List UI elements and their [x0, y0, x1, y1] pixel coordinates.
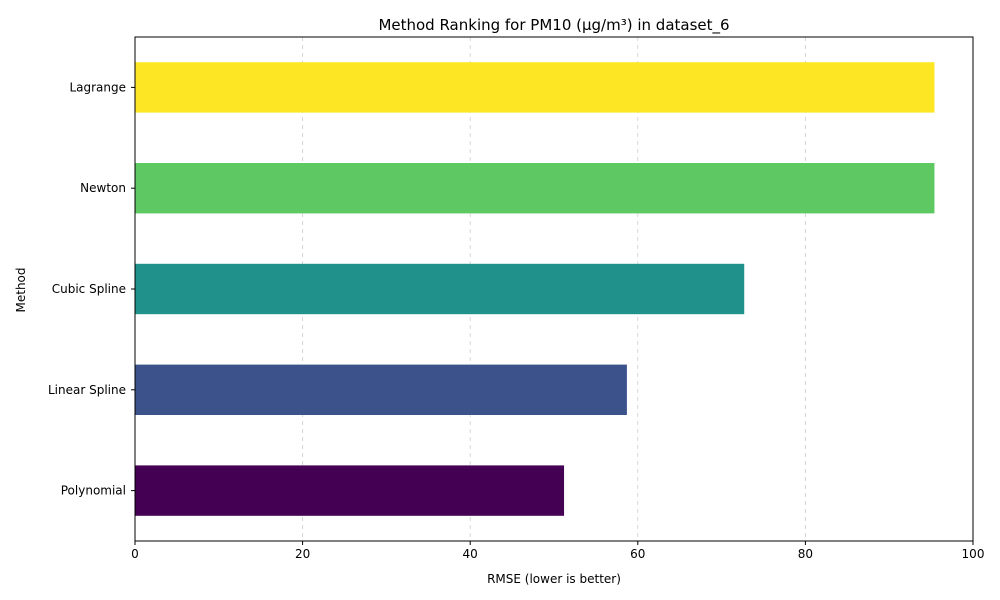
y-tick-label: Newton — [80, 181, 126, 195]
x-tick-label: 40 — [463, 547, 478, 561]
bar-cubic-spline — [135, 263, 745, 315]
x-tick-label: 60 — [630, 547, 645, 561]
x-tick-label: 20 — [295, 547, 310, 561]
x-tick-label: 80 — [798, 547, 813, 561]
bar-lagrange — [135, 62, 935, 113]
x-tick-label: 0 — [131, 547, 139, 561]
chart-title: Method Ranking for PM10 (µg/m³) in datas… — [378, 16, 729, 35]
axes: 0 20 40 60 80 100 Polynomial Linear Spline Cubic… — [48, 36, 985, 561]
y-tick-label: Lagrange — [69, 80, 126, 94]
bar-linear-spline — [135, 364, 627, 415]
bar-newton — [135, 163, 935, 214]
x-axis-label: RMSE (lower is better) — [487, 572, 621, 586]
y-tick-label: Cubic Spline — [52, 282, 126, 296]
y-tick-label: Polynomial — [61, 484, 126, 498]
y-tick-label: Linear Spline — [48, 383, 126, 397]
y-axis-label: Method — [14, 267, 28, 312]
bars — [135, 62, 935, 516]
x-tick-label: 100 — [962, 547, 985, 561]
bar-polynomial — [135, 465, 565, 516]
